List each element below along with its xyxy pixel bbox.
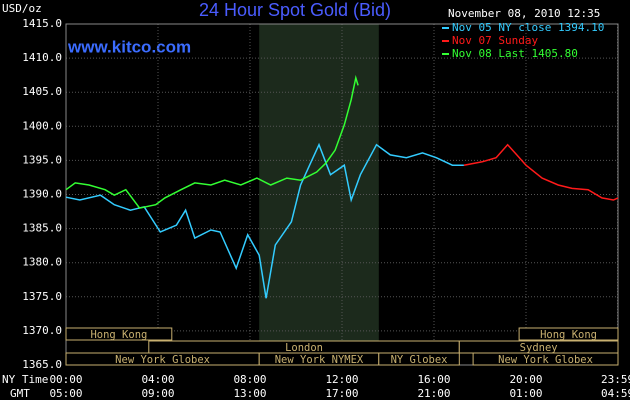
session-label: Hong Kong <box>90 329 147 341</box>
x-tick-label: 20:00 <box>509 373 542 386</box>
x2-axis-label: GMT <box>10 387 30 400</box>
price-line <box>65 142 464 299</box>
price-line <box>65 74 359 209</box>
x-axis-label: NY Time <box>2 373 48 386</box>
y-tick-label: 1400.0 <box>22 119 62 132</box>
y-tick-label: 1410.0 <box>22 51 62 64</box>
y-tick-label: 1365.0 <box>22 358 62 371</box>
x-tick-label: 08:00 <box>233 373 266 386</box>
session-label: Hong Kong <box>540 329 597 341</box>
y-tick-label: 1380.0 <box>22 256 62 269</box>
session-label: New York Globex <box>115 354 210 366</box>
legend-label: Nov 08 Last 1405.80 <box>452 47 578 60</box>
x-tick-label: 00:00 <box>49 373 82 386</box>
session-label: Sydney <box>520 342 558 354</box>
legend-label: Nov 07 Sunday <box>452 34 538 47</box>
y-axis-label: USD/oz <box>2 2 42 15</box>
legend-label: Nov 05 NY close 1394.10 <box>452 21 604 34</box>
x2-tick-label: 04:59 <box>601 387 630 400</box>
y-tick-label: 1385.0 <box>22 222 62 235</box>
x-tick-label: 12:00 <box>325 373 358 386</box>
y-tick-label: 1390.0 <box>22 188 62 201</box>
x2-tick-label: 13:00 <box>233 387 266 400</box>
x2-tick-label: 09:00 <box>141 387 174 400</box>
session-label: NY Globex <box>391 354 448 366</box>
y-tick-label: 1405.0 <box>22 85 62 98</box>
y-tick-label: 1370.0 <box>22 324 62 337</box>
y-tick-label: 1375.0 <box>22 290 62 303</box>
x2-tick-label: 01:00 <box>509 387 542 400</box>
chart-title: 24 Hour Spot Gold (Bid) <box>199 0 391 20</box>
y-tick-label: 1395.0 <box>22 153 62 166</box>
timestamp: November 08, 2010 12:35 <box>448 7 600 20</box>
x-tick-label: 04:00 <box>141 373 174 386</box>
session-label: New York NYMEX <box>275 354 364 366</box>
price-line <box>463 143 619 201</box>
session-label: New York Globex <box>498 354 593 366</box>
session-box <box>472 352 619 366</box>
y-tick-label: 1415.0 <box>22 17 62 30</box>
x2-tick-label: 17:00 <box>325 387 358 400</box>
x2-tick-label: 21:00 <box>417 387 450 400</box>
x-tick-label: 23:59 <box>601 373 630 386</box>
session-box <box>518 327 619 341</box>
source: www.kitco.com <box>67 37 191 56</box>
session-box <box>378 352 460 366</box>
x2-tick-label: 05:00 <box>49 387 82 400</box>
session-label: London <box>285 342 323 354</box>
session-box <box>65 327 173 341</box>
x-tick-label: 16:00 <box>417 373 450 386</box>
